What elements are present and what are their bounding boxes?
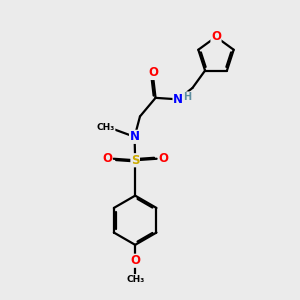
Text: CH₃: CH₃ [126,274,144,284]
Text: S: S [131,154,140,167]
Text: O: O [158,152,168,165]
Text: O: O [211,30,221,44]
Text: N: N [130,130,140,143]
Text: O: O [102,152,112,165]
Text: N: N [173,93,183,106]
Text: O: O [130,254,140,267]
Text: CH₃: CH₃ [97,123,115,132]
Text: H: H [184,92,192,102]
Text: O: O [148,66,158,80]
